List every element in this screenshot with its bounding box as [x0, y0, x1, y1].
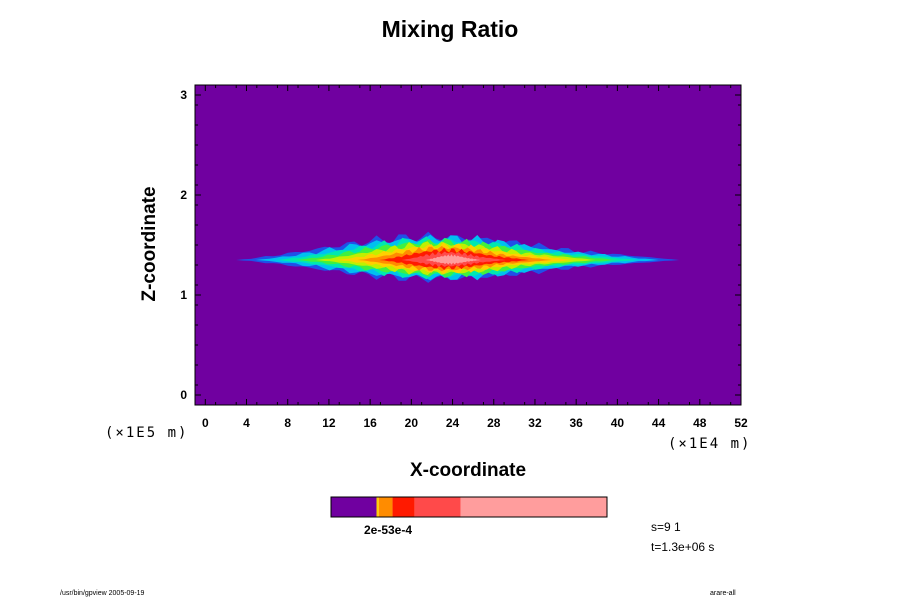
colorbar-segment: [392, 497, 415, 517]
x-tick-label: 44: [652, 416, 666, 430]
x-tick-label: 36: [569, 416, 583, 430]
y-tick-label: 2: [180, 188, 187, 202]
x-axis-ticks: 0 4 8 12 16 20 24 28 32 36 40 44 48 52: [202, 85, 748, 430]
colorbar-label: 2e-53e-4: [364, 523, 412, 537]
colorbar-segment: [331, 497, 377, 517]
plume-band: [425, 254, 481, 265]
x-tick-label: 32: [528, 416, 542, 430]
program-footer: /usr/bin/gpview 2005-09-19: [60, 590, 145, 597]
x-tick-label: 8: [284, 416, 291, 430]
x-axis-unit: (×1E4 m): [668, 436, 752, 452]
y-axis-ticks: 0 1 2 3: [180, 88, 741, 406]
colorbar-segment: [378, 497, 393, 517]
y-tick-label: 0: [180, 388, 187, 402]
x-tick-label: 52: [734, 416, 748, 430]
x-tick-label: 40: [611, 416, 625, 430]
x-tick-label: 28: [487, 416, 501, 430]
y-axis-label: Z-coordinate: [139, 186, 160, 302]
step-readout: s=9 1: [651, 520, 681, 534]
y-tick-label: 3: [180, 88, 187, 102]
y-axis-unit: (×1E5 m): [105, 425, 189, 441]
x-tick-label: 16: [363, 416, 377, 430]
colorbar-frame: [330, 496, 608, 518]
x-tick-label: 24: [446, 416, 460, 430]
plume-layer: [236, 231, 680, 283]
colorbar-segment: [460, 497, 607, 517]
source-footer: arare-all: [710, 590, 736, 597]
time-readout: t=1.3e+06 s: [651, 540, 715, 554]
colorbar: 2e-53e-4: [330, 496, 608, 537]
x-tick-label: 48: [693, 416, 707, 430]
x-tick-label: 4: [243, 416, 250, 430]
y-tick-label: 1: [180, 288, 187, 302]
x-axis-label: X-coordinate: [409, 460, 527, 481]
x-tick-label: 12: [322, 416, 336, 430]
x-tick-label: 20: [405, 416, 419, 430]
colorbar-segment: [376, 497, 379, 517]
colorbar-segment: [414, 497, 461, 517]
x-tick-label: 0: [202, 416, 209, 430]
chart-title: Mixing Ratio: [381, 16, 519, 42]
